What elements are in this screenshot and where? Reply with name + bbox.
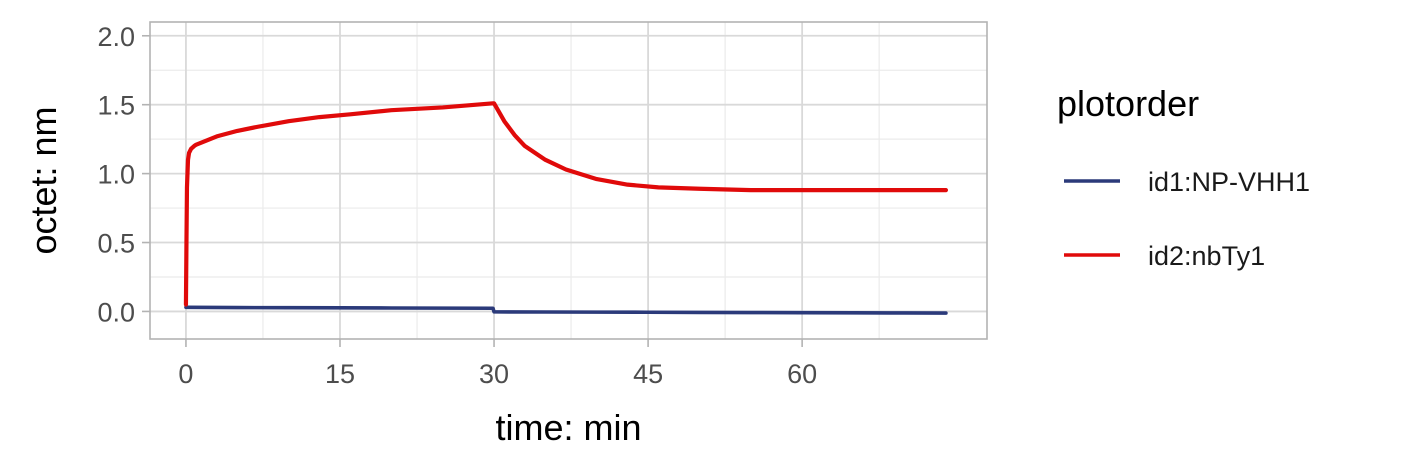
series-layer [183, 101, 949, 315]
legend-label-2: id2:nbTy1 [1148, 241, 1265, 271]
grid-minor [150, 22, 987, 339]
panel-border [149, 21, 988, 340]
y-tick-label: 2.0 [97, 22, 135, 52]
series-line-1 [184, 305, 948, 315]
y-tick-label: 1.0 [97, 160, 135, 190]
y-tick-label: 1.5 [97, 91, 135, 121]
legend-label-1: id1:NP-VHH1 [1148, 167, 1310, 197]
grid-major [150, 22, 987, 339]
legend-items: id1:NP-VHH1 id2:nbTy1 [1064, 167, 1310, 271]
y-tick-label: 0.0 [97, 297, 135, 327]
y-axis-title: octet: nm [23, 106, 64, 254]
legend-title: plotorder [1057, 83, 1199, 124]
x-tick-label: 30 [479, 359, 509, 389]
x-tick-label: 0 [178, 359, 193, 389]
legend: plotorder id1:NP-VHH1 id2:nbTy1 [1057, 83, 1310, 271]
x-axis: 0 15 30 45 60 [178, 339, 817, 389]
x-tick-label: 45 [633, 359, 663, 389]
x-tick-label: 60 [787, 359, 817, 389]
y-tick-label: 0.5 [97, 229, 135, 259]
x-tick-label: 15 [325, 359, 355, 389]
series-line-2 [183, 101, 949, 307]
y-axis: 0.0 0.5 1.0 1.5 2.0 [97, 22, 150, 327]
x-axis-title: time: min [495, 407, 641, 448]
